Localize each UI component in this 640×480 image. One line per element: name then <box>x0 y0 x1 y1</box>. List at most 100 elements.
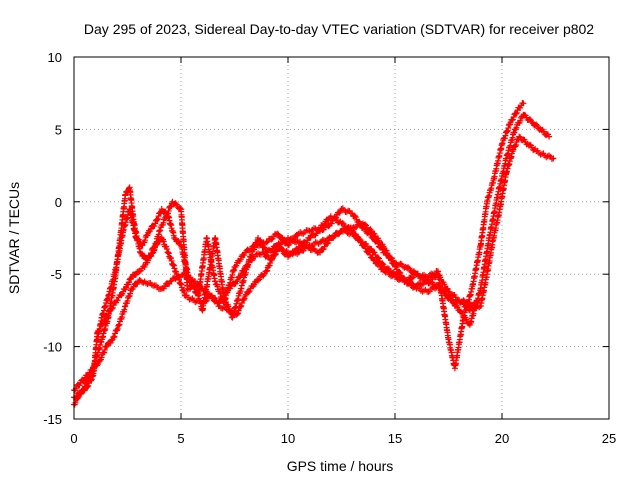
data-point <box>408 275 415 282</box>
data-point <box>155 213 162 220</box>
y-tick-label: 5 <box>55 122 62 137</box>
data-point <box>345 224 352 231</box>
data-point <box>137 249 144 256</box>
data-point <box>233 262 240 269</box>
data-point <box>251 243 258 250</box>
data-points <box>71 100 557 408</box>
data-point <box>441 281 448 288</box>
data-point <box>237 273 244 280</box>
data-point <box>375 254 382 261</box>
data-point <box>256 276 263 283</box>
data-point <box>546 133 553 140</box>
data-point <box>321 221 328 228</box>
x-tick-label: 10 <box>281 431 295 446</box>
data-point <box>238 302 245 309</box>
data-point <box>513 109 520 116</box>
data-point <box>309 246 316 253</box>
grid-lines <box>74 57 609 419</box>
series-track-c <box>71 100 527 408</box>
data-point <box>234 310 241 317</box>
data-point <box>160 238 167 245</box>
data-point <box>374 260 381 267</box>
data-point <box>160 219 167 226</box>
data-point <box>274 230 281 237</box>
data-point <box>460 297 467 304</box>
data-point <box>209 294 216 301</box>
data-point <box>152 220 159 227</box>
data-point <box>242 292 249 299</box>
data-point <box>510 114 517 121</box>
x-tick-label: 20 <box>495 431 509 446</box>
data-point <box>186 278 193 285</box>
data-point <box>163 246 170 252</box>
data-point <box>429 271 436 278</box>
data-point <box>279 247 286 254</box>
data-point <box>245 289 252 296</box>
data-point <box>98 354 105 361</box>
data-point <box>465 299 472 306</box>
data-point <box>111 333 118 340</box>
data-point <box>80 385 87 392</box>
data-point <box>321 243 328 250</box>
data-point <box>362 245 369 252</box>
data-point <box>353 233 360 240</box>
data-point <box>550 155 557 162</box>
data-point <box>512 142 519 149</box>
data-point <box>375 240 382 247</box>
data-point <box>325 239 332 246</box>
data-point <box>268 236 275 243</box>
data-point <box>328 220 335 227</box>
data-point <box>398 275 405 282</box>
y-tick-label: -15 <box>43 412 62 427</box>
data-point <box>251 281 258 288</box>
data-point <box>187 279 194 286</box>
data-point <box>405 264 412 271</box>
data-point <box>130 284 137 291</box>
data-point <box>72 399 79 406</box>
x-axis-label: GPS time / hours <box>287 458 394 474</box>
data-point <box>141 252 148 259</box>
data-point <box>357 220 364 227</box>
data-point <box>290 249 297 256</box>
data-point <box>176 204 183 211</box>
data-point <box>383 268 390 275</box>
data-point <box>114 325 121 332</box>
data-point <box>255 277 262 284</box>
data-point <box>526 141 533 148</box>
data-point <box>246 288 253 295</box>
data-point <box>305 244 312 251</box>
data-point <box>367 231 374 238</box>
data-point <box>80 386 87 393</box>
data-point <box>454 304 461 311</box>
data-point <box>389 272 396 279</box>
data-point <box>115 322 122 329</box>
data-point <box>338 206 345 213</box>
data-point <box>264 252 271 259</box>
data-point <box>510 146 517 153</box>
data-point <box>517 117 524 124</box>
data-point <box>351 225 358 232</box>
y-tick-label: 0 <box>55 195 62 210</box>
data-point <box>154 217 161 224</box>
data-point <box>351 212 358 219</box>
data-point <box>104 343 111 350</box>
data-point <box>430 281 437 288</box>
data-point <box>108 337 115 344</box>
series-track-d <box>94 206 482 343</box>
x-tick-label: 25 <box>602 431 616 446</box>
data-point <box>475 297 482 304</box>
data-point <box>167 278 174 285</box>
data-point <box>513 124 520 131</box>
data-point <box>516 133 523 140</box>
data-point <box>295 239 302 246</box>
x-tick-label: 0 <box>70 431 77 446</box>
data-point <box>238 300 245 307</box>
x-tick-label: 5 <box>177 431 184 446</box>
data-point <box>112 330 119 337</box>
data-point <box>324 240 331 247</box>
data-point <box>334 231 341 238</box>
data-point <box>362 226 369 233</box>
data-point <box>397 260 404 267</box>
data-point <box>418 281 425 288</box>
